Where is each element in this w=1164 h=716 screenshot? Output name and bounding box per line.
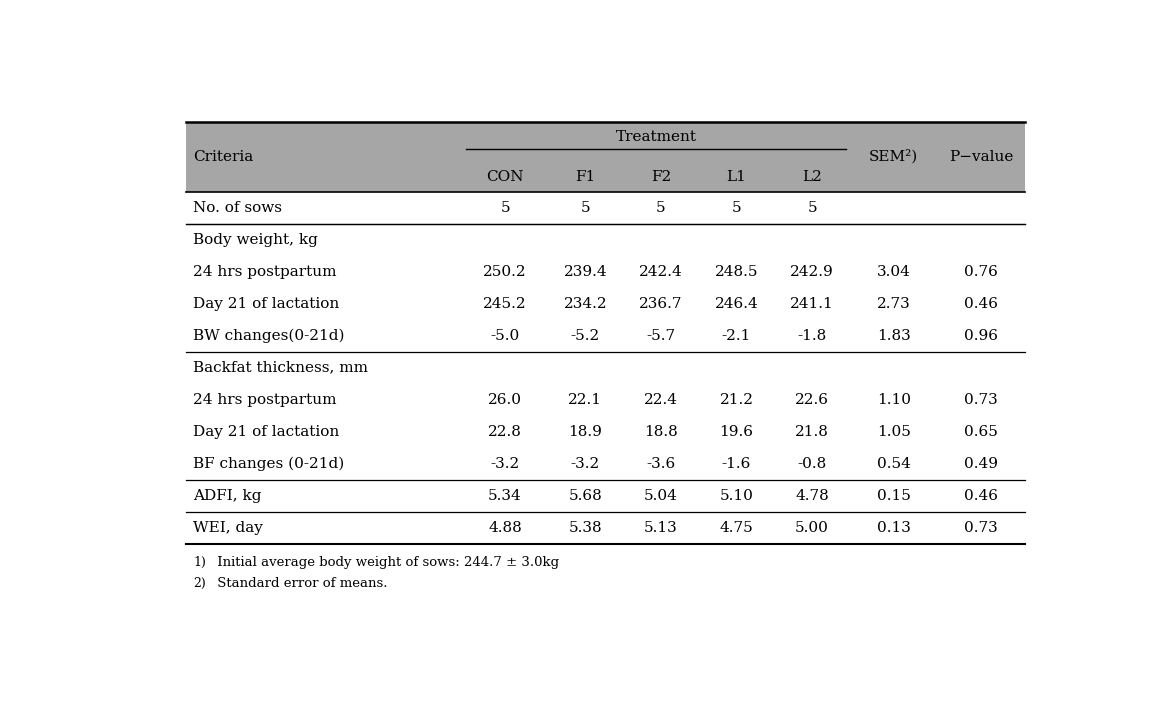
Text: 0.49: 0.49 bbox=[964, 457, 999, 470]
Text: 26.0: 26.0 bbox=[488, 392, 523, 407]
Text: 1.83: 1.83 bbox=[876, 329, 910, 343]
Text: 22.4: 22.4 bbox=[644, 392, 677, 407]
Text: 21.8: 21.8 bbox=[795, 425, 829, 439]
Text: 21.2: 21.2 bbox=[719, 392, 753, 407]
Text: 5: 5 bbox=[732, 200, 741, 215]
Text: F2: F2 bbox=[651, 170, 670, 183]
Text: 234.2: 234.2 bbox=[563, 296, 608, 311]
Text: 242.4: 242.4 bbox=[639, 265, 683, 279]
Bar bbox=[186, 161, 1025, 192]
Text: 5.00: 5.00 bbox=[795, 521, 829, 535]
Text: -1.8: -1.8 bbox=[797, 329, 826, 343]
Text: 0.65: 0.65 bbox=[964, 425, 999, 439]
Text: 2): 2) bbox=[193, 576, 206, 589]
Text: 0.76: 0.76 bbox=[964, 265, 999, 279]
Text: Day 21 of lactation: Day 21 of lactation bbox=[193, 296, 340, 311]
Text: Backfat thickness, mm: Backfat thickness, mm bbox=[193, 361, 368, 374]
Text: 246.4: 246.4 bbox=[715, 296, 759, 311]
Text: -5.7: -5.7 bbox=[646, 329, 675, 343]
Text: -0.8: -0.8 bbox=[797, 457, 826, 470]
Text: 0.13: 0.13 bbox=[876, 521, 910, 535]
Text: -5.0: -5.0 bbox=[490, 329, 519, 343]
Text: 5: 5 bbox=[501, 200, 510, 215]
Text: BF changes (0-21d): BF changes (0-21d) bbox=[193, 456, 345, 470]
Text: 236.7: 236.7 bbox=[639, 296, 682, 311]
Text: 18.9: 18.9 bbox=[568, 425, 602, 439]
Text: CON: CON bbox=[487, 170, 524, 183]
Text: -5.2: -5.2 bbox=[570, 329, 599, 343]
Text: No. of sows: No. of sows bbox=[193, 200, 283, 215]
Text: 5: 5 bbox=[581, 200, 590, 215]
Text: 4.78: 4.78 bbox=[795, 488, 829, 503]
Text: Treatment: Treatment bbox=[616, 130, 697, 144]
Text: 22.8: 22.8 bbox=[488, 425, 521, 439]
Text: BW changes(0-21d): BW changes(0-21d) bbox=[193, 329, 345, 343]
Text: 24 hrs postpartum: 24 hrs postpartum bbox=[193, 392, 336, 407]
Text: SEM²): SEM²) bbox=[870, 150, 918, 164]
Text: 5.34: 5.34 bbox=[488, 488, 521, 503]
Text: P−value: P−value bbox=[949, 150, 1014, 164]
Text: WEI, day: WEI, day bbox=[193, 521, 263, 535]
Text: 3.04: 3.04 bbox=[876, 265, 910, 279]
Text: 242.9: 242.9 bbox=[790, 265, 833, 279]
Text: Day 21 of lactation: Day 21 of lactation bbox=[193, 425, 340, 439]
Text: 248.5: 248.5 bbox=[715, 265, 758, 279]
Text: -1.6: -1.6 bbox=[722, 457, 751, 470]
Text: 5: 5 bbox=[656, 200, 666, 215]
Text: 22.1: 22.1 bbox=[568, 392, 602, 407]
Text: 0.73: 0.73 bbox=[965, 521, 999, 535]
Text: 0.46: 0.46 bbox=[964, 488, 999, 503]
Text: 18.8: 18.8 bbox=[644, 425, 677, 439]
Text: F1: F1 bbox=[575, 170, 596, 183]
Text: 22.6: 22.6 bbox=[795, 392, 829, 407]
Text: 0.73: 0.73 bbox=[965, 392, 999, 407]
Text: 5.38: 5.38 bbox=[568, 521, 602, 535]
Text: -3.2: -3.2 bbox=[570, 457, 599, 470]
Text: 5: 5 bbox=[808, 200, 817, 215]
Text: 0.46: 0.46 bbox=[964, 296, 999, 311]
Text: 245.2: 245.2 bbox=[483, 296, 527, 311]
Text: -3.6: -3.6 bbox=[646, 457, 675, 470]
Text: L1: L1 bbox=[726, 170, 746, 183]
Bar bbox=[186, 122, 1025, 161]
Text: Standard error of means.: Standard error of means. bbox=[213, 576, 388, 589]
Text: ADFI, kg: ADFI, kg bbox=[193, 488, 262, 503]
Text: 1): 1) bbox=[193, 556, 206, 569]
Text: 1.10: 1.10 bbox=[876, 392, 910, 407]
Text: 4.88: 4.88 bbox=[488, 521, 521, 535]
Text: 5.68: 5.68 bbox=[568, 488, 602, 503]
Text: 239.4: 239.4 bbox=[563, 265, 608, 279]
Text: 0.15: 0.15 bbox=[876, 488, 910, 503]
Text: 5.13: 5.13 bbox=[644, 521, 677, 535]
Text: 2.73: 2.73 bbox=[876, 296, 910, 311]
Text: 4.75: 4.75 bbox=[719, 521, 753, 535]
Text: -3.2: -3.2 bbox=[490, 457, 519, 470]
Text: Initial average body weight of sows: 244.7 ± 3.0kg: Initial average body weight of sows: 244… bbox=[213, 556, 559, 569]
Text: 241.1: 241.1 bbox=[790, 296, 833, 311]
Text: Criteria: Criteria bbox=[193, 150, 254, 164]
Text: 5.10: 5.10 bbox=[719, 488, 753, 503]
Text: 0.96: 0.96 bbox=[964, 329, 999, 343]
Text: 5.04: 5.04 bbox=[644, 488, 677, 503]
Text: 1.05: 1.05 bbox=[876, 425, 910, 439]
Text: 19.6: 19.6 bbox=[719, 425, 753, 439]
Text: 24 hrs postpartum: 24 hrs postpartum bbox=[193, 265, 336, 279]
Text: 250.2: 250.2 bbox=[483, 265, 527, 279]
Text: 0.54: 0.54 bbox=[876, 457, 910, 470]
Text: L2: L2 bbox=[802, 170, 822, 183]
Text: Body weight, kg: Body weight, kg bbox=[193, 233, 318, 247]
Text: -2.1: -2.1 bbox=[722, 329, 751, 343]
